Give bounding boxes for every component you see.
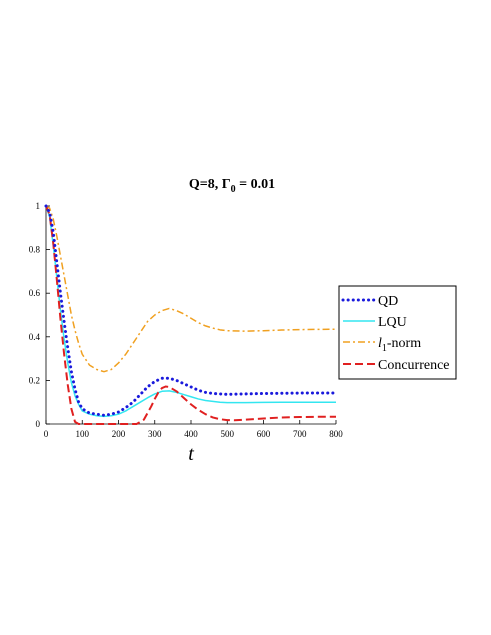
legend: QD LQU l1-norm Concurrence bbox=[338, 285, 457, 380]
series-group bbox=[44, 204, 338, 425]
series-line-lqu bbox=[45, 205, 336, 418]
x-tick-label: 700 bbox=[293, 429, 307, 439]
x-tick-label: 300 bbox=[148, 429, 162, 439]
x-tick-label: 0 bbox=[44, 429, 49, 439]
legend-label-l1norm-sub: 1 bbox=[382, 343, 387, 354]
x-axis-label: t bbox=[188, 443, 194, 465]
series-line-concurrence bbox=[45, 205, 336, 425]
legend-label-lqu: LQU bbox=[378, 315, 407, 330]
series-line-l-norm bbox=[45, 205, 337, 373]
chart-title-rest: = 0.01 bbox=[236, 177, 275, 192]
legend-label-qd: QD bbox=[378, 294, 398, 309]
x-tick-label: 800 bbox=[329, 429, 343, 439]
y-tick-label: 0.4 bbox=[29, 332, 41, 342]
y-tick-label: 0.8 bbox=[29, 245, 41, 255]
tick-group: 0 100 200 300 400 500 600 700 800 0 0.2 0.4 0.6 0.8 1 bbox=[29, 201, 344, 439]
x-tick-label: 200 bbox=[112, 429, 126, 439]
x-tick-label: 100 bbox=[76, 429, 90, 439]
chart-title-sub: 0 bbox=[231, 184, 236, 195]
y-tick-label: 1 bbox=[36, 201, 41, 211]
x-tick-label: 500 bbox=[221, 429, 235, 439]
y-tick-label: 0.2 bbox=[29, 375, 40, 385]
chart-title: Q=8, Γ0 = 0.01 bbox=[189, 177, 275, 195]
chart-title-main: Q=8, Γ bbox=[189, 177, 231, 192]
legend-label-concurrence: Concurrence bbox=[378, 358, 450, 373]
legend-label-l1norm-main: l bbox=[378, 336, 382, 351]
legend-label-l1norm-rest: -norm bbox=[387, 336, 421, 351]
y-tick-label: 0.6 bbox=[29, 288, 41, 298]
x-tick-label: 600 bbox=[257, 429, 271, 439]
legend-label-l1norm: l1-norm bbox=[378, 336, 421, 354]
y-tick-label: 0 bbox=[36, 419, 41, 429]
series-line-qd bbox=[44, 204, 338, 417]
x-tick-label: 400 bbox=[184, 429, 198, 439]
